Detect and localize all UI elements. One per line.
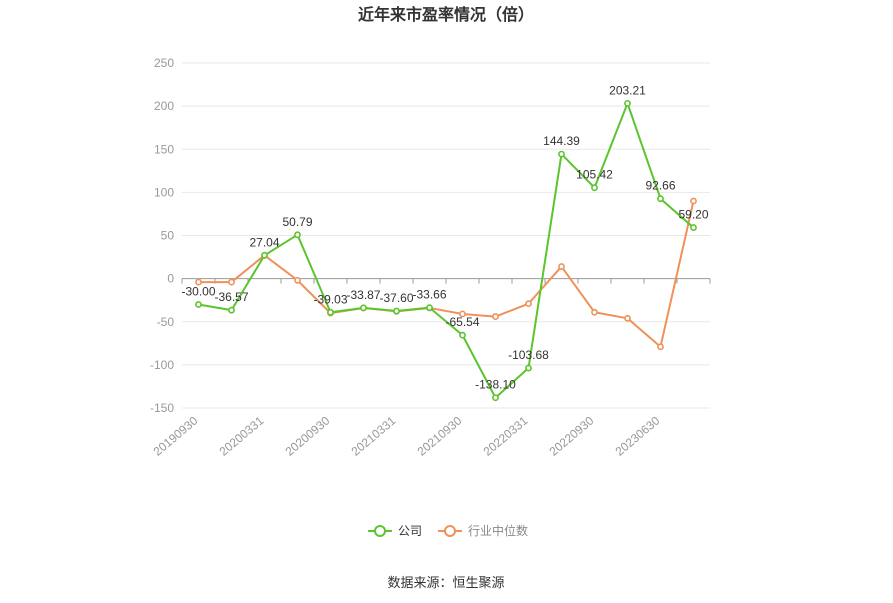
data-point <box>657 195 664 203</box>
series-line <box>198 102 695 399</box>
y-tick-label: 100 <box>154 185 174 199</box>
data-point <box>195 278 202 286</box>
legend-item-company[interactable]: 公司 <box>368 524 422 538</box>
data-point <box>492 394 499 402</box>
x-tick-label: 20230630 <box>613 413 663 458</box>
data-point <box>492 313 499 320</box>
legend[interactable]: 公司 行业中位数 <box>368 523 528 538</box>
legend-marker-icon <box>444 525 456 537</box>
y-tick-label: 50 <box>161 229 175 243</box>
data-point <box>558 263 565 270</box>
data-point <box>393 307 400 315</box>
y-tick-label: 200 <box>154 99 174 113</box>
legend-label: 行业中位数 <box>468 523 528 538</box>
data-label: -103.68 <box>508 348 549 362</box>
data-point <box>228 306 235 314</box>
x-tick-label: 20210331 <box>349 413 399 458</box>
data-point <box>690 224 697 231</box>
y-tick-label: 0 <box>167 272 174 286</box>
data-point <box>690 197 697 205</box>
x-tick-label: 20220331 <box>481 413 531 458</box>
y-tick-label: -100 <box>150 358 174 372</box>
legend-item-industry-median[interactable]: 行业中位数 <box>438 523 528 538</box>
data-point <box>525 364 532 372</box>
data-point <box>294 231 301 239</box>
x-tick-label: 20220930 <box>547 413 597 458</box>
data-point <box>228 278 235 286</box>
data-label: -138.10 <box>475 378 516 392</box>
data-point <box>261 251 268 259</box>
data-point <box>591 184 598 192</box>
data-point <box>195 301 202 308</box>
y-tick-label: 250 <box>154 56 174 70</box>
x-tick-label: 20210930 <box>415 413 465 458</box>
series-company <box>195 99 697 402</box>
chart-title: 近年来市盈率情况（倍） <box>358 5 534 24</box>
y-axis: 250 200 150 100 50 0 -50 -100 -150 <box>150 56 174 415</box>
data-point <box>591 308 598 316</box>
series-layer <box>195 99 697 402</box>
x-tick-label: 20190930 <box>151 413 201 458</box>
y-tick-label: 150 <box>154 142 174 156</box>
data-point <box>426 304 433 312</box>
data-point <box>525 300 532 308</box>
y-tick-label: -50 <box>157 315 175 329</box>
data-label: -39.03 <box>313 292 347 306</box>
legend-marker-icon <box>374 525 386 537</box>
data-point <box>327 308 334 316</box>
data-label: -33.87 <box>346 288 380 302</box>
data-label: -65.54 <box>445 315 479 329</box>
data-label: 92.66 <box>645 179 675 193</box>
data-source: 数据来源：恒生聚源 <box>387 576 504 591</box>
data-label: 27.04 <box>249 235 279 249</box>
data-point <box>657 343 664 351</box>
data-point <box>624 314 631 322</box>
data-point <box>558 150 565 158</box>
y-tick-label: -150 <box>150 401 174 415</box>
x-tick-label: 20200331 <box>217 413 267 458</box>
data-label: 50.79 <box>282 215 312 229</box>
data-label: 203.21 <box>609 83 646 97</box>
data-label: 105.42 <box>576 168 613 182</box>
legend-label: 公司 <box>398 524 422 538</box>
data-label: 144.39 <box>543 134 580 148</box>
data-label: 59.20 <box>678 208 708 222</box>
data-point <box>459 310 466 318</box>
x-tick-label: 20200930 <box>283 413 333 458</box>
data-point <box>624 99 631 107</box>
data-label: -33.66 <box>412 288 446 302</box>
data-point <box>294 276 301 284</box>
data-label: -37.60 <box>379 291 413 305</box>
data-label: -36.57 <box>214 290 248 304</box>
data-label: -30.00 <box>181 285 215 299</box>
series-line <box>198 200 695 348</box>
data-point <box>360 304 367 312</box>
data-point <box>459 331 466 339</box>
